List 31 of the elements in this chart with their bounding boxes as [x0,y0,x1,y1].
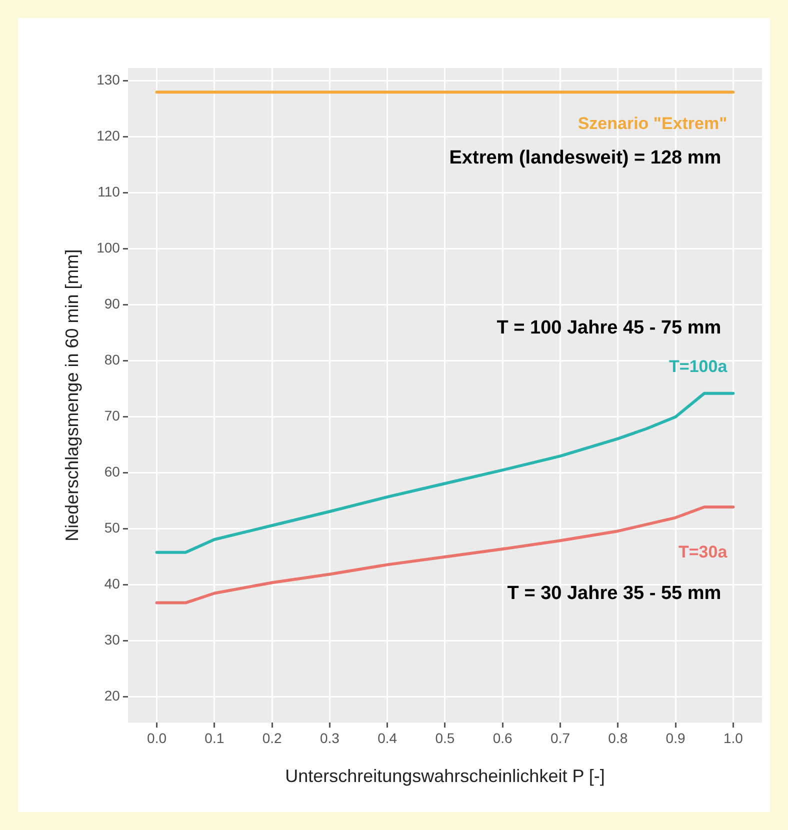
x-tick-label: 0.2 [262,730,282,746]
series-label: Szenario "Extrem" [578,114,728,133]
series-label: T=30a [678,542,728,562]
x-tick-label: 0.4 [378,730,398,746]
x-axis-title: Unterschreitungswahrscheinlichkeit P [-] [285,766,605,786]
y-tick-label: 30 [104,632,120,648]
x-tick-label: 0.6 [492,730,513,746]
y-tick-label: 110 [98,184,120,200]
annotation: T = 30 Jahre 35 - 55 mm [507,583,722,604]
annotation: Extrem (landesweit) = 128 mm [449,147,722,168]
y-tick-label: 100 [96,240,120,256]
y-tick-label: 80 [104,352,120,368]
y-tick-label: 90 [104,296,120,312]
x-tick-label: 1.0 [723,730,744,746]
x-tick-label: 0.5 [435,730,455,746]
annotation: T = 100 Jahre 45 - 75 mm [496,318,722,339]
y-axis-title: Niederschlagsmenge in 60 min [mm] [62,249,82,542]
x-tick-label: 0.1 [204,730,224,746]
x-tick-label: 0.8 [608,730,628,746]
y-tick-label: 20 [104,688,120,704]
y-tick-label: 50 [104,520,120,536]
x-tick-label: 0.0 [147,730,167,746]
series-label: T=100a [669,357,728,376]
y-tick-label: 60 [104,464,120,480]
y-tick-label: 70 [104,408,120,424]
x-tick-label: 0.3 [320,730,340,746]
x-tick-label: 0.7 [550,730,570,746]
y-tick-label: 130 [96,72,120,88]
y-tick-label: 120 [96,128,120,144]
x-tick-label: 0.9 [666,730,686,746]
y-tick-label: 40 [104,576,120,592]
